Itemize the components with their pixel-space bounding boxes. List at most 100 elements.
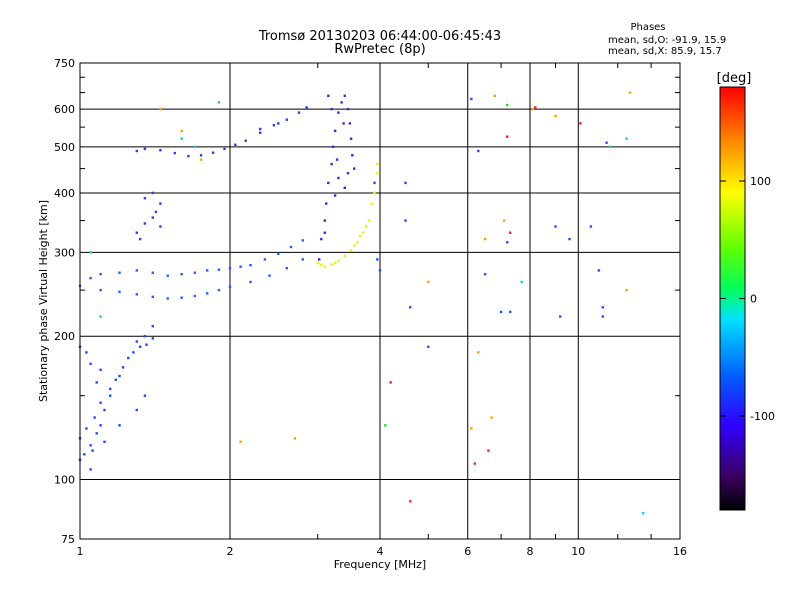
- data-point: [373, 181, 376, 185]
- data-point: [506, 241, 509, 244]
- data-point: [337, 111, 340, 114]
- data-point: [89, 468, 92, 471]
- data-point: [364, 225, 368, 228]
- data-point: [642, 511, 645, 515]
- data-point: [109, 394, 112, 397]
- data-point: [135, 269, 138, 272]
- data-point: [173, 151, 176, 155]
- y-tick-label: 600: [54, 103, 75, 116]
- data-point: [93, 416, 96, 419]
- data-point: [259, 131, 262, 134]
- data-point: [263, 258, 267, 261]
- data-point: [559, 315, 562, 318]
- data-point: [323, 265, 326, 268]
- data-point: [89, 251, 92, 254]
- data-point: [483, 237, 487, 241]
- data-point: [89, 362, 92, 365]
- data-point: [376, 162, 379, 166]
- data-point: [473, 462, 476, 465]
- data-point: [91, 449, 94, 452]
- data-point: [143, 394, 147, 397]
- data-point: [83, 453, 86, 456]
- data-point: [376, 258, 379, 261]
- data-point: [327, 181, 330, 185]
- data-point: [193, 294, 196, 298]
- data-point: [506, 135, 509, 138]
- plot-frame: [79, 62, 681, 540]
- colorbar-label: [deg]: [717, 71, 752, 86]
- data-point: [166, 297, 169, 300]
- x-tick-label: 10: [571, 545, 585, 558]
- data-point: [159, 107, 162, 111]
- data-point: [244, 139, 247, 142]
- data-point: [337, 259, 340, 263]
- data-point: [346, 172, 350, 175]
- data-point: [159, 202, 162, 205]
- data-point: [597, 269, 601, 272]
- data-point: [346, 107, 350, 111]
- data-point: [103, 408, 106, 412]
- data-point: [568, 237, 571, 241]
- data-point: [376, 172, 379, 175]
- data-point: [121, 366, 125, 369]
- data-point: [249, 264, 252, 267]
- data-point: [151, 295, 154, 298]
- data-point: [487, 449, 490, 452]
- data-point: [180, 273, 183, 276]
- data-point: [348, 122, 352, 125]
- data-point: [166, 274, 169, 277]
- data-point: [272, 124, 276, 127]
- data-point: [373, 191, 376, 195]
- x-axis-label: Frequency [MHz]: [334, 558, 426, 571]
- data-point: [509, 231, 512, 234]
- data-point: [353, 167, 356, 170]
- y-axis-ticks: 75 100 200 300 400 500 600 750: [54, 57, 680, 546]
- data-point: [151, 191, 154, 195]
- data-point: [239, 440, 242, 443]
- data-point: [589, 225, 593, 228]
- data-point: [384, 424, 387, 427]
- y-tick-label: 500: [54, 141, 75, 154]
- data-point: [143, 197, 147, 200]
- data-point: [114, 378, 117, 381]
- data-point: [154, 210, 158, 214]
- chart-subtitle: RwPretec (8p): [334, 42, 425, 57]
- data-point: [223, 147, 226, 151]
- data-point: [404, 219, 407, 222]
- data-point: [520, 280, 523, 284]
- data-point: [323, 231, 326, 234]
- data-point: [534, 106, 537, 109]
- data-point: [193, 271, 196, 274]
- x-tick-label: 16: [673, 545, 687, 558]
- data-point: [297, 111, 301, 114]
- data-point: [628, 91, 632, 94]
- data-point: [135, 293, 138, 296]
- data-point: [138, 237, 142, 241]
- y-tick-label: 400: [54, 187, 75, 200]
- data-point: [349, 249, 353, 252]
- data-point: [409, 306, 412, 309]
- data-point: [325, 202, 328, 205]
- data-point: [132, 351, 135, 354]
- data-point: [327, 94, 330, 97]
- data-point: [605, 141, 608, 144]
- data-point: [370, 202, 373, 205]
- data-point: [206, 292, 209, 295]
- data-point: [609, 145, 612, 148]
- data-point: [143, 147, 147, 151]
- data-point: [151, 216, 154, 219]
- data-point: [99, 424, 102, 427]
- data-point: [320, 237, 323, 241]
- data-point: [335, 158, 339, 161]
- data-point: [285, 267, 288, 270]
- data-point: [277, 252, 280, 255]
- data-point: [337, 176, 340, 180]
- data-point: [340, 101, 343, 104]
- data-points: [78, 91, 645, 515]
- data-point: [554, 225, 557, 228]
- data-point: [187, 154, 190, 158]
- data-point: [135, 149, 138, 153]
- data-point: [193, 145, 196, 148]
- data-point: [89, 444, 92, 447]
